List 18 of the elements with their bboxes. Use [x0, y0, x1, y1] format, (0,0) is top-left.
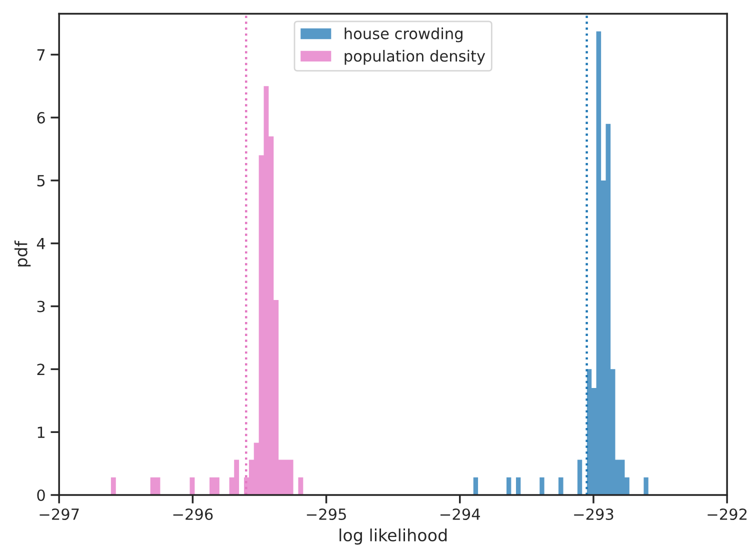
y-tick-label: 7 [37, 49, 45, 60]
x-tick-label: −295 [306, 508, 346, 520]
y-tick-label: 6 [37, 112, 45, 124]
x-tick-label: −297 [40, 508, 79, 520]
legend-label: house crowding [344, 28, 462, 42]
y-axis-title: pdf [14, 240, 31, 266]
y-tick-label: 3 [37, 300, 45, 312]
y-tick-label: 4 [36, 238, 46, 250]
x-tick-label: −296 [173, 508, 213, 520]
y-tick-label: 5 [37, 175, 45, 186]
y-tick-label: 1 [38, 426, 44, 438]
y-tick-label: 0 [37, 489, 45, 502]
x-axis-title: log likelihood [340, 528, 447, 545]
x-tick-label: −294 [440, 508, 480, 520]
x-tick-label: −292 [708, 508, 747, 520]
legend-label: population density [344, 50, 486, 65]
y-tick-label: 2 [37, 364, 44, 375]
x-tick-label: −293 [574, 508, 614, 520]
